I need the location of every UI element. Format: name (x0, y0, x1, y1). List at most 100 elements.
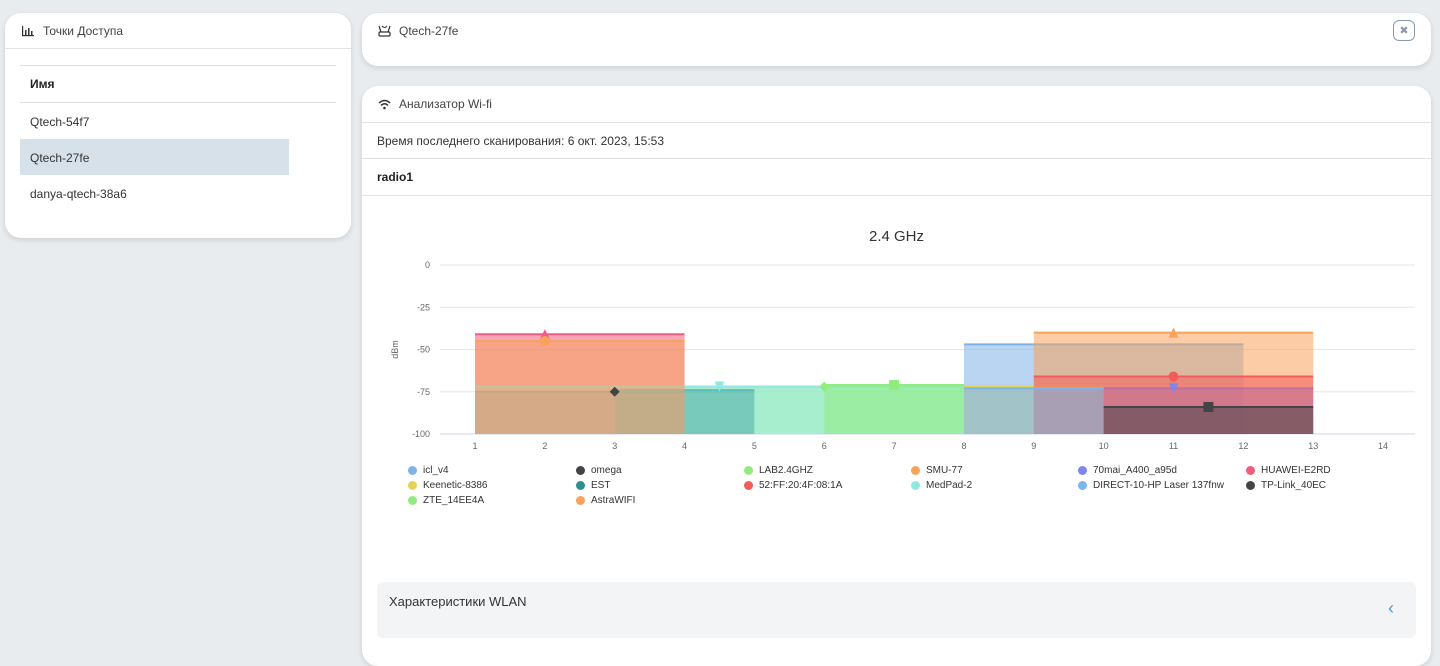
legend-item[interactable]: EST (576, 479, 744, 491)
legend-swatch (911, 465, 920, 475)
x-tick-label: 4 (682, 441, 687, 451)
series-marker (1168, 371, 1179, 382)
series-marker (714, 381, 725, 392)
column-header-name[interactable]: Имя (20, 65, 336, 103)
legend-item[interactable]: DIRECT-10-HP Laser 137fnw (1078, 479, 1246, 491)
legend-label: ZTE_14EE4A (423, 494, 485, 506)
legend-item[interactable]: SMU-77 (911, 464, 1078, 476)
legend-swatch (408, 495, 417, 505)
legend-label: TP-Link_40EC (1261, 479, 1327, 491)
access-points-title: Точки Доступа (43, 23, 124, 38)
series-marker (1203, 401, 1214, 412)
y-axis-label: dBm (390, 340, 400, 359)
series-marker (539, 336, 550, 347)
legend-label: AstraWIFI (591, 494, 636, 506)
legend-item[interactable]: 52:FF:20:4F:08:1A (744, 479, 911, 491)
x-tick-label: 3 (612, 441, 617, 451)
wlan-section[interactable]: Характеристики WLAN ‹ (377, 582, 1416, 638)
legend-label: icl_v4 (423, 464, 449, 476)
legend-item[interactable]: LAB2.4GHZ (744, 464, 911, 476)
legend-swatch (576, 495, 585, 505)
x-tick-label: 12 (1238, 441, 1248, 451)
x-tick-label: 9 (1031, 441, 1036, 451)
y-tick-label: -50 (417, 345, 430, 355)
legend-label: MedPad-2 (926, 479, 973, 491)
chevron-left-icon[interactable]: ‹ (1388, 598, 1394, 618)
legend-swatch (911, 480, 920, 490)
legend-swatch (1246, 465, 1255, 475)
legend-item[interactable]: HUAWEI-E2RD (1246, 464, 1406, 476)
series-area (963, 388, 1104, 434)
wifi-analyzer-panel: Анализатор Wi-fi Время последнего сканир… (362, 86, 1431, 666)
device-panel: Qtech-27fe ✖ (362, 13, 1431, 66)
last-scan-time: Время последнего сканирования: 6 окт. 20… (362, 123, 1431, 159)
device-title: Qtech-27fe (399, 24, 459, 38)
legend-label: EST (591, 479, 611, 491)
legend-item[interactable]: 70mai_A400_a95d (1078, 464, 1246, 476)
series-marker (1168, 383, 1179, 394)
chart-title: 2.4 GHz (868, 228, 925, 245)
legend-item[interactable]: MedPad-2 (911, 479, 1078, 491)
legend-item[interactable]: Keenetic-8386 (408, 479, 576, 491)
y-tick-label: -100 (412, 429, 430, 439)
ap-row[interactable]: Qtech-54f7 (30, 115, 90, 129)
legend-swatch (1246, 480, 1255, 490)
ap-row-selected[interactable]: Qtech-27fe (20, 139, 289, 175)
x-tick-label: 13 (1308, 441, 1318, 451)
close-icon[interactable]: ✖ (1393, 20, 1415, 41)
legend-label: 52:FF:20:4F:08:1A (759, 479, 843, 491)
y-tick-label: -75 (417, 387, 430, 397)
legend-swatch (744, 465, 753, 475)
x-tick-label: 2 (542, 441, 547, 451)
series-area (824, 384, 964, 434)
series-marker (819, 381, 830, 392)
access-points-table: Имя Qtech-54f7 Qtech-27fe danya-qtech-38… (20, 65, 336, 211)
legend-label: HUAWEI-E2RD (1261, 464, 1331, 476)
wifi-icon (378, 99, 391, 110)
legend-swatch (1078, 480, 1087, 490)
legend-item[interactable]: omega (576, 464, 744, 476)
legend-swatch (408, 465, 417, 475)
analyzer-header: Анализатор Wi-fi (362, 86, 1431, 123)
router-icon (378, 25, 391, 37)
legend-label: DIRECT-10-HP Laser 137fnw (1093, 479, 1224, 491)
legend-item[interactable]: AstraWIFI (576, 494, 744, 506)
device-header: Qtech-27fe (362, 13, 1431, 49)
legend-item[interactable]: TP-Link_40EC (1246, 479, 1406, 491)
legend-swatch (1078, 465, 1087, 475)
legend-item[interactable]: icl_v4 (408, 464, 576, 476)
series-marker (889, 379, 900, 390)
legend-label: omega (591, 464, 622, 476)
legend-label: LAB2.4GHZ (759, 464, 813, 476)
access-points-panel: Точки Доступа Имя Qtech-54f7 Qtech-27fe … (5, 13, 351, 238)
series-area (475, 341, 685, 434)
legend-swatch (576, 465, 585, 475)
ap-row[interactable]: danya-qtech-38a6 (30, 187, 127, 201)
analyzer-title: Анализатор Wi-fi (399, 97, 492, 111)
series-marker (609, 386, 620, 397)
access-points-header: Точки Доступа (5, 13, 351, 49)
x-tick-label: 6 (822, 441, 827, 451)
legend-label: SMU-77 (926, 464, 963, 476)
x-tick-label: 10 (1099, 441, 1109, 451)
x-tick-label: 14 (1378, 441, 1388, 451)
radio-label: radio1 (362, 159, 1431, 196)
legend-swatch (744, 480, 753, 490)
chart-legend: icl_v4 omega LAB2.4GHZ SMU-77 70mai_A400_a95… (408, 464, 1398, 506)
x-tick-label: 11 (1169, 441, 1178, 451)
legend-item[interactable]: ZTE_14EE4A (408, 494, 576, 506)
series-marker (1168, 327, 1179, 338)
x-tick-label: 1 (472, 441, 477, 451)
wlan-title: Характеристики WLAN (389, 594, 527, 609)
legend-swatch (576, 480, 585, 490)
y-tick-label: -25 (417, 302, 430, 312)
legend-swatch (408, 480, 417, 490)
x-tick-label: 8 (961, 441, 966, 451)
bar-chart-icon (21, 25, 35, 37)
legend-label: 70mai_A400_a95d (1093, 464, 1177, 476)
x-tick-label: 5 (752, 441, 757, 451)
y-tick-label: 0 (425, 260, 430, 270)
legend-label: Keenetic-8386 (423, 479, 488, 491)
x-tick-label: 7 (892, 441, 897, 451)
